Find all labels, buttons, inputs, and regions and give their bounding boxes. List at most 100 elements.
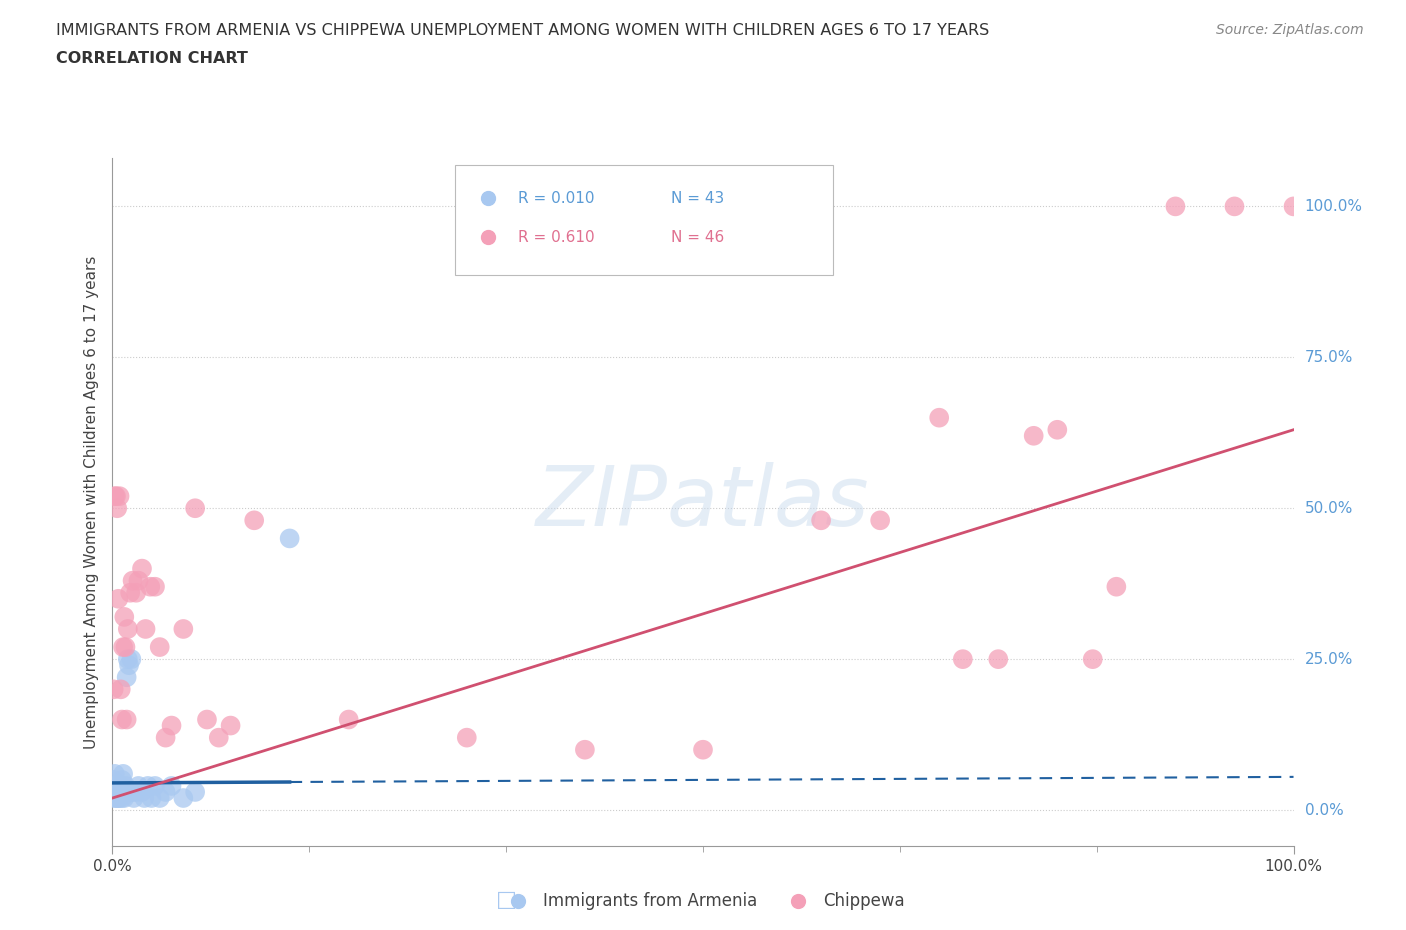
Text: IMMIGRANTS FROM ARMENIA VS CHIPPEWA UNEMPLOYMENT AMONG WOMEN WITH CHILDREN AGES : IMMIGRANTS FROM ARMENIA VS CHIPPEWA UNEM… (56, 23, 990, 38)
Point (112, 609, 135, 624)
Text: N = 43: N = 43 (671, 191, 724, 206)
Point (1046, 422, 1069, 437)
Point (195, 712, 218, 727)
Point (149, 640, 172, 655)
Point (172, 790, 194, 805)
Point (107, 591, 129, 606)
Point (160, 778, 183, 793)
Point (131, 561, 153, 576)
Point (869, 512, 891, 527)
Point (952, 652, 974, 667)
Point (104, 778, 127, 793)
Point (110, 682, 132, 697)
Point (1164, 199, 1187, 214)
Point (110, 778, 132, 793)
Point (105, 778, 128, 793)
Point (125, 585, 148, 600)
Point (278, 531, 301, 546)
Point (810, 512, 832, 527)
Point (114, 640, 136, 655)
Point (143, 579, 166, 594)
Point (219, 718, 242, 733)
Point (1105, 579, 1128, 594)
Point (172, 621, 194, 636)
Point (103, 773, 125, 788)
Point (118, 658, 141, 672)
Point (134, 790, 156, 805)
Point (111, 712, 134, 727)
Point (105, 500, 128, 515)
Point (141, 790, 163, 805)
Point (105, 785, 128, 800)
Point (103, 790, 125, 805)
Point (112, 766, 135, 781)
Text: CORRELATION CHART: CORRELATION CHART (56, 51, 247, 66)
Point (127, 573, 149, 588)
Text: 25.0%: 25.0% (1305, 652, 1353, 667)
Point (692, 742, 714, 757)
Point (105, 785, 128, 800)
Point (112, 790, 135, 805)
Point (143, 778, 166, 793)
Text: 0.0%: 0.0% (1305, 803, 1343, 817)
Point (111, 773, 134, 788)
Point (117, 621, 139, 636)
Point (108, 790, 131, 805)
Point (112, 640, 135, 655)
Point (1282, 199, 1305, 214)
Point (114, 778, 136, 793)
Point (120, 585, 142, 600)
Point (136, 778, 159, 793)
Text: 75.0%: 75.0% (1305, 350, 1353, 365)
Text: R = 0.010: R = 0.010 (517, 191, 595, 206)
Text: Source: ZipAtlas.com: Source: ZipAtlas.com (1216, 23, 1364, 37)
Point (108, 489, 131, 504)
Point (105, 489, 128, 504)
Point (120, 785, 142, 800)
Point (112, 785, 135, 800)
Point (104, 766, 127, 781)
Text: ZIPatlas: ZIPatlas (536, 461, 870, 543)
Point (155, 730, 177, 745)
Point (184, 500, 207, 515)
Point (1223, 199, 1246, 214)
Point (122, 790, 145, 805)
Point (208, 730, 231, 745)
Point (115, 670, 138, 684)
Point (117, 652, 139, 667)
Text: □: □ (496, 890, 516, 910)
Point (125, 785, 148, 800)
Point (121, 785, 143, 800)
Point (127, 778, 149, 793)
Point (105, 790, 128, 805)
Point (987, 652, 1010, 667)
Point (574, 742, 596, 757)
Point (337, 712, 360, 727)
Point (155, 785, 177, 800)
Legend: Immigrants from Armenia, Chippewa: Immigrants from Armenia, Chippewa (495, 885, 911, 917)
Text: N = 46: N = 46 (671, 230, 724, 245)
Point (243, 512, 266, 527)
Point (1081, 652, 1104, 667)
Point (139, 579, 162, 594)
Point (107, 790, 129, 805)
Point (120, 652, 142, 667)
Point (1022, 429, 1045, 444)
Point (111, 790, 134, 805)
Y-axis label: Unemployment Among Women with Children Ages 6 to 17 years: Unemployment Among Women with Children A… (84, 256, 100, 749)
FancyBboxPatch shape (456, 165, 832, 275)
Text: 50.0%: 50.0% (1305, 500, 1353, 516)
Text: R = 0.610: R = 0.610 (517, 230, 595, 245)
Point (107, 778, 129, 793)
Point (456, 730, 478, 745)
Point (104, 489, 127, 504)
Point (160, 718, 183, 733)
Point (115, 712, 138, 727)
Point (184, 785, 207, 800)
Point (149, 790, 172, 805)
Text: 100.0%: 100.0% (1305, 199, 1362, 214)
Point (104, 785, 127, 800)
Point (131, 785, 153, 800)
Point (121, 573, 143, 588)
Point (928, 410, 950, 425)
